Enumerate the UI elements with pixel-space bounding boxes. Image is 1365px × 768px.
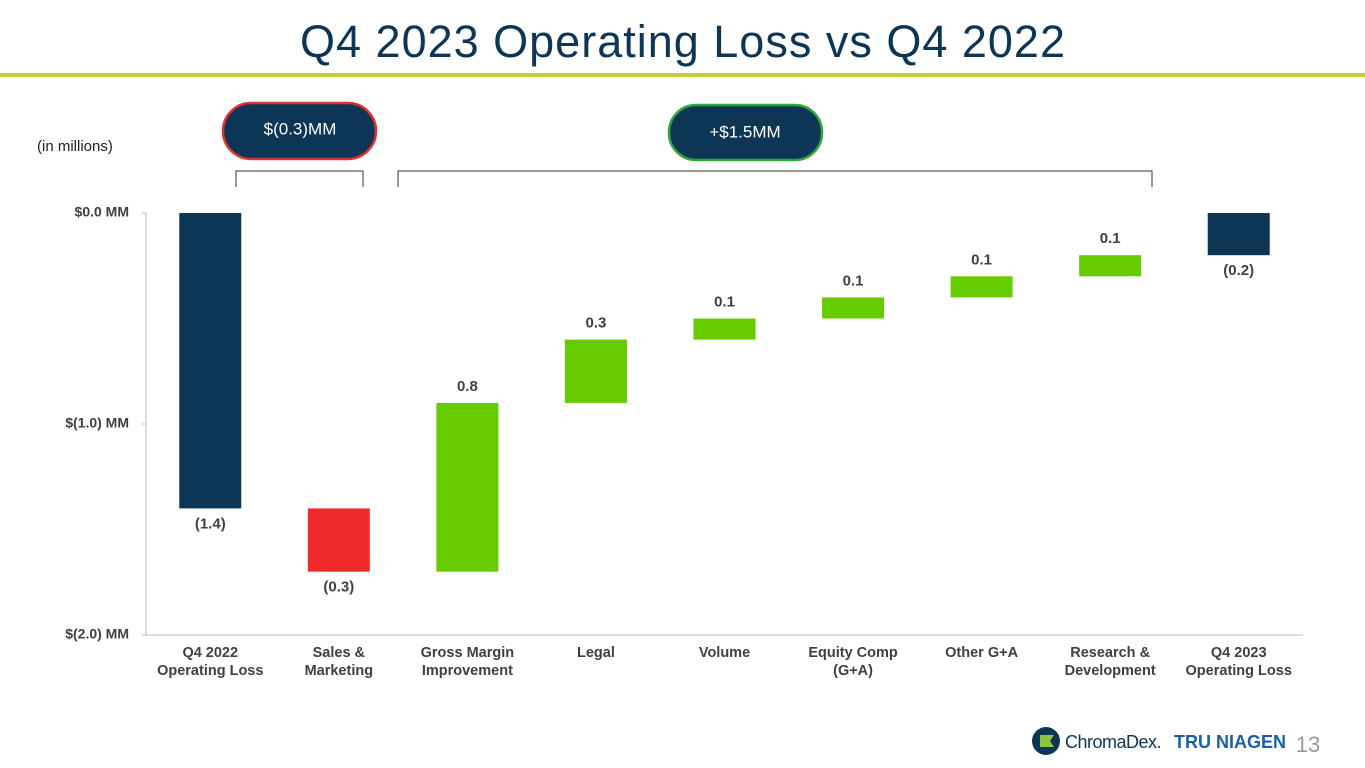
- bar: [822, 297, 885, 319]
- bar: [693, 318, 756, 340]
- x-tick-label: Q4 2022 Operating Loss: [157, 645, 264, 679]
- page-number: 13: [1296, 732, 1320, 757]
- brand: ChromaDex.: [1065, 732, 1161, 752]
- y-tick-label: $(2.0) MM: [65, 626, 129, 642]
- x-tick-label: Other G+A: [945, 645, 1019, 661]
- bar: [1079, 255, 1142, 277]
- bar: [179, 213, 242, 509]
- x-tick-label: Sales & Marketing: [304, 645, 374, 679]
- value-label: 0.1: [843, 272, 864, 289]
- logo: ChromaDex. TRU NIAGEN: [1032, 727, 1286, 755]
- x-tick-label: Legal: [577, 645, 615, 661]
- callout-pill: [667, 103, 824, 162]
- bar: [307, 508, 370, 572]
- value-label: 0.8: [457, 378, 478, 395]
- bracket: [235, 170, 364, 187]
- title-rule: [0, 73, 1365, 77]
- value-label: (0.2): [1223, 262, 1254, 279]
- logo-icon-mark: [1040, 735, 1054, 747]
- x-tick-label: Equity Comp (G+A): [808, 645, 898, 679]
- callout-text: $(0.3)MM: [264, 119, 337, 138]
- chart-title: Q4 2023 Operating Loss vs Q4 2022: [300, 16, 1066, 67]
- callout-pill: [221, 101, 378, 161]
- value-label: (0.3): [323, 579, 354, 596]
- callout-text: +$1.5MM: [709, 122, 780, 141]
- x-tick-label: Q4 2023 Operating Loss: [1185, 645, 1292, 679]
- y-tick-label: $0.0 MM: [75, 204, 129, 220]
- product: TRU NIAGEN: [1174, 732, 1286, 752]
- bar: [950, 276, 1013, 298]
- x-tick-label: Volume: [698, 645, 751, 661]
- value-label: 0.1: [714, 293, 735, 310]
- value-label: (1.4): [195, 515, 226, 532]
- x-tick-label: Research & Development: [1064, 645, 1156, 679]
- bar: [1207, 213, 1270, 256]
- bar: [564, 339, 627, 403]
- unit-note: (in millions): [37, 138, 113, 155]
- value-label: 0.1: [1100, 230, 1121, 247]
- bracket: [397, 170, 1153, 187]
- bar: [436, 402, 499, 572]
- x-tick-label: Gross Margin Improvement: [420, 645, 515, 679]
- value-label: 0.3: [586, 315, 607, 332]
- value-label: 0.1: [971, 251, 992, 268]
- y-tick-label: $(1.0) MM: [65, 415, 129, 431]
